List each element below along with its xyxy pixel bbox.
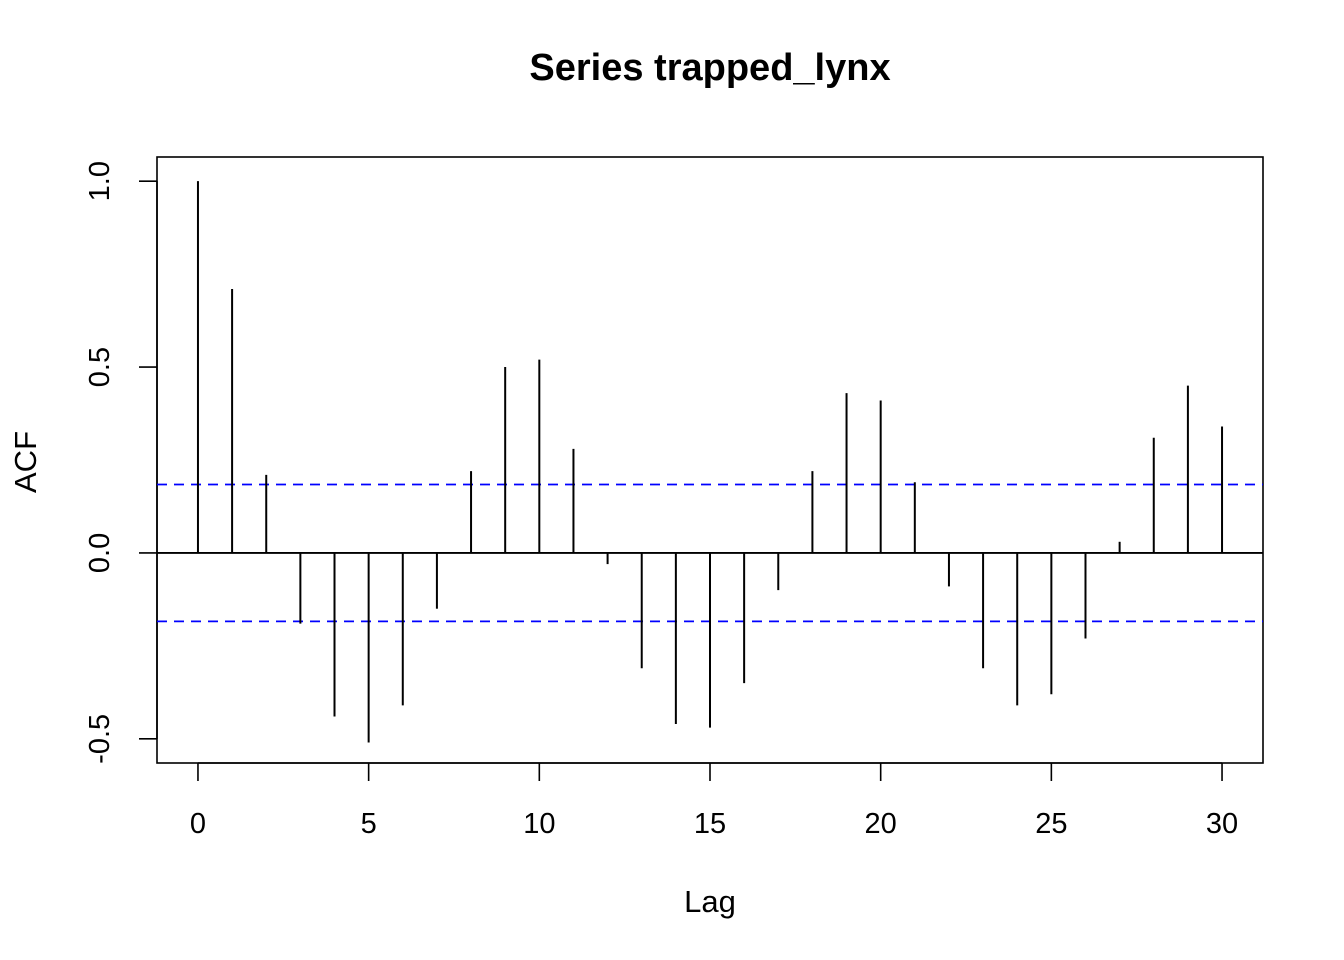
y-tick-label: 1.0 [84,161,116,201]
x-axis: 0 5 10 15 20 25 30 [190,762,1238,840]
y-tick-label: 0.5 [84,347,116,387]
x-tick-label: 20 [865,808,897,840]
x-tick-label: 25 [1035,808,1067,840]
x-tick-label: 15 [694,808,726,840]
x-tick-label: 0 [190,808,206,840]
y-axis: -0.5 0.0 0.5 1.0 [84,161,158,764]
x-tick-label: 30 [1206,808,1238,840]
y-tick-label: 0.0 [84,533,116,573]
x-axis-label: Lag [684,884,736,919]
acf-bars [196,181,1224,743]
chart-title: Series trapped_lynx [529,47,890,89]
x-tick-label: 5 [361,808,377,840]
x-tick-label: 10 [523,808,555,840]
y-tick-label: -0.5 [84,714,116,764]
y-axis-label: ACF [8,431,43,493]
